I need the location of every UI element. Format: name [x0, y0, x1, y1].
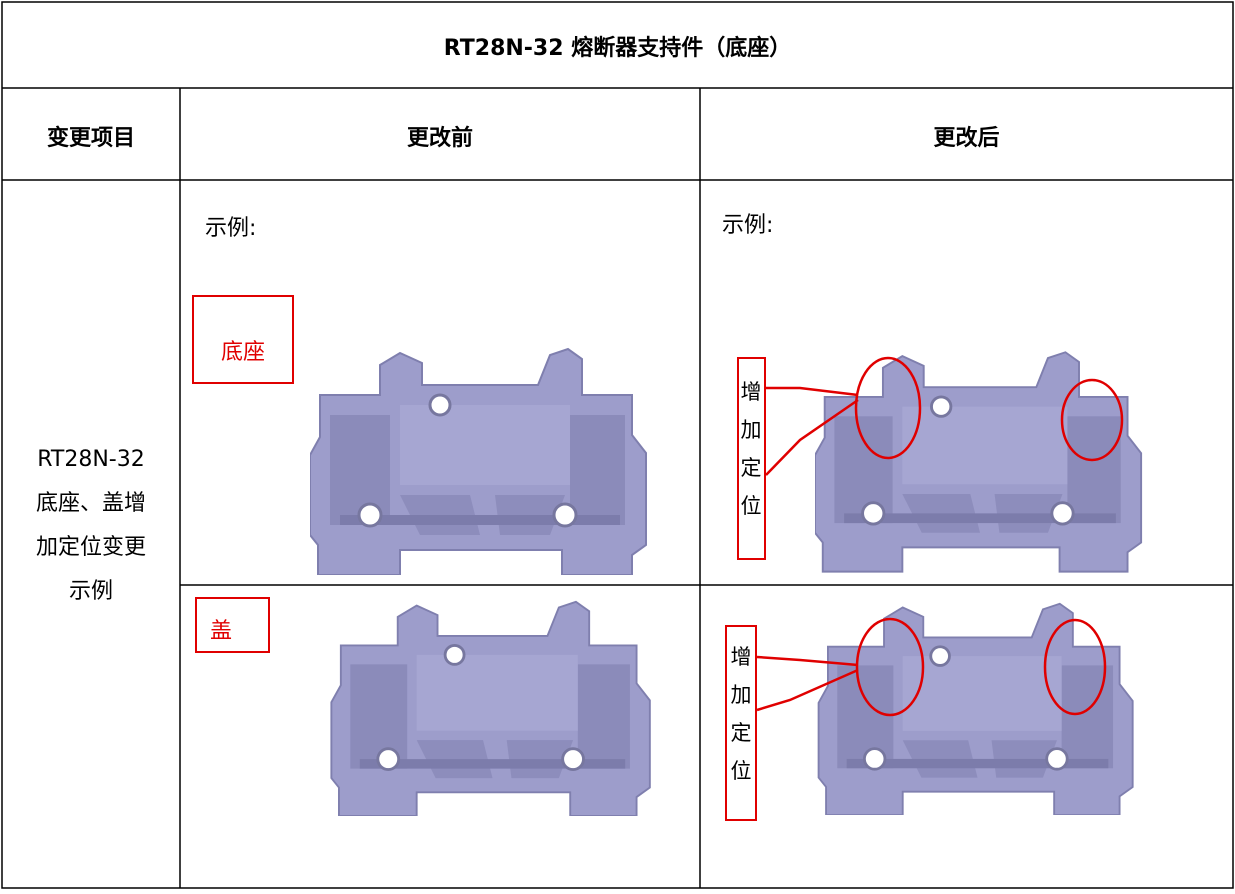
- annotation-box: [725, 625, 757, 821]
- label: 盖: [209, 619, 232, 644]
- photo-base-before: [310, 347, 648, 575]
- photo-cover-before: [330, 600, 652, 816]
- header: 更改前: [406, 126, 473, 151]
- annotation-marks: [756, 356, 1124, 717]
- header: 更改后: [933, 126, 1000, 151]
- caption: 示例:: [722, 213, 774, 238]
- item-text: RT28N-32底座、盖增加定位变更示例: [35, 447, 146, 604]
- annotation: 增加定位: [730, 645, 752, 783]
- annotation-box: [737, 357, 766, 560]
- label-box: [192, 295, 294, 384]
- label-box: [195, 597, 270, 653]
- title: RT28N-32 熔断器支持件（底座）: [443, 36, 792, 61]
- header: 变更项目: [46, 126, 135, 151]
- label: 底座: [220, 340, 265, 365]
- caption: 示例:: [205, 216, 257, 241]
- photo-base-after: [815, 350, 1143, 574]
- annotation: 增加定位: [740, 380, 762, 518]
